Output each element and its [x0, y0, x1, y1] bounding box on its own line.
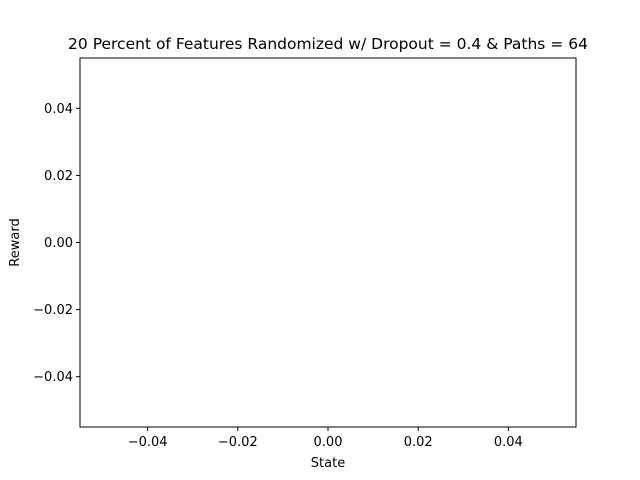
x-tick-label: −0.04 [128, 435, 168, 450]
y-axis-label: Reward [8, 218, 23, 266]
y-axis: −0.04 −0.02 0.00 0.02 0.04 [33, 102, 80, 385]
y-tick-label: 0.04 [44, 102, 73, 117]
x-tick-label: 0.02 [404, 435, 433, 450]
y-tick-label: 0.02 [44, 169, 73, 184]
x-tick-label: −0.02 [218, 435, 258, 450]
plot-area [79, 57, 577, 428]
x-tick-label: 0.00 [314, 435, 343, 450]
chart-title: 20 Percent of Features Randomized w/ Dro… [68, 35, 588, 53]
x-axis-label: State [311, 456, 345, 471]
y-tick-label: −0.02 [33, 303, 73, 318]
x-tick-label: 0.04 [494, 435, 523, 450]
x-axis: −0.04 −0.02 0.00 0.02 0.04 [128, 427, 523, 450]
y-tick-label: 0.00 [44, 236, 73, 251]
y-tick-label: −0.04 [33, 370, 73, 385]
